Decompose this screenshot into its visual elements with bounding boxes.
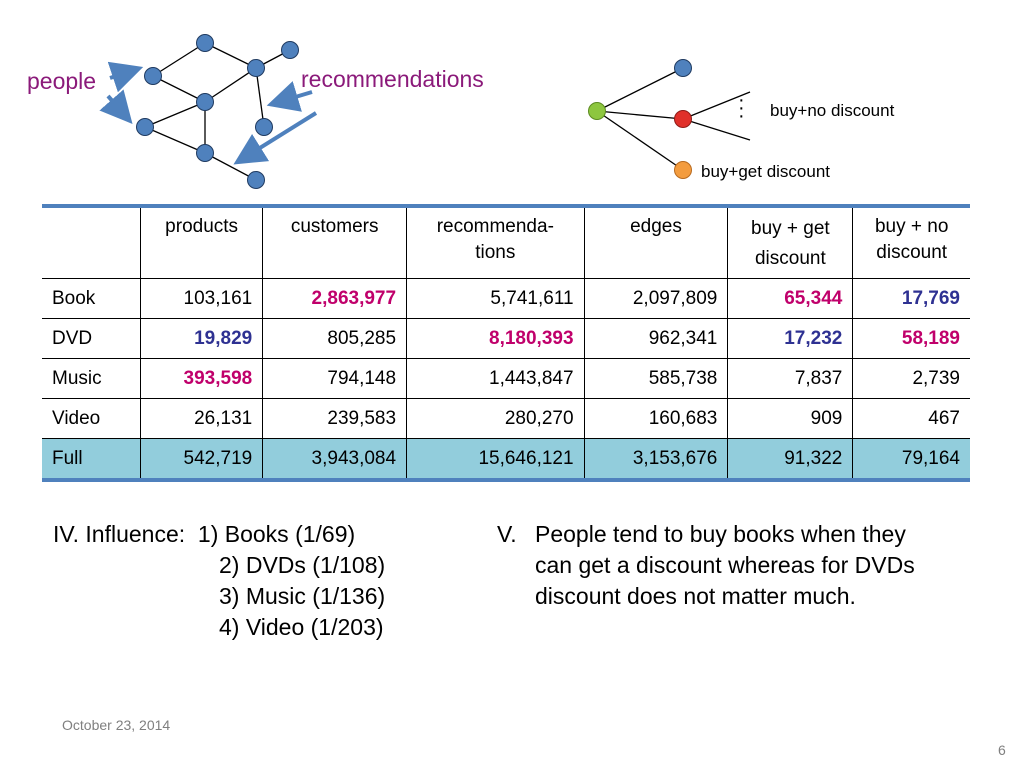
network-diagram bbox=[99, 34, 751, 189]
table-cell: 17,769 bbox=[852, 278, 970, 319]
network-node bbox=[247, 59, 265, 77]
influence-list: IV. Influence: 1) Books (1/69) 2) DVDs (… bbox=[53, 519, 385, 643]
network-node bbox=[247, 171, 265, 189]
network-node bbox=[281, 41, 299, 59]
table-cell: 467 bbox=[852, 398, 970, 439]
header-edges: edges bbox=[583, 206, 728, 279]
row-label: Full bbox=[42, 438, 141, 480]
buy-no-discount-label: buy+no discount bbox=[770, 101, 895, 120]
network-node bbox=[255, 118, 273, 136]
table-cell: 1,443,847 bbox=[406, 358, 585, 399]
row-label: DVD bbox=[42, 318, 141, 359]
influence-item: 2) DVDs (1/108) bbox=[219, 552, 386, 578]
table-cell: 79,164 bbox=[852, 438, 970, 480]
header-customers: customers bbox=[262, 206, 407, 279]
tree-node-red bbox=[674, 110, 692, 128]
table-cell: 805,285 bbox=[262, 318, 407, 359]
row-label: Music bbox=[42, 358, 141, 399]
row-label: Book bbox=[42, 278, 141, 319]
list-item: 4) Video (1/203) bbox=[53, 612, 385, 643]
tree-node-top bbox=[674, 59, 692, 77]
table-cell: 280,270 bbox=[406, 398, 585, 439]
dataset-stats-table: products customers recommenda- tions edg… bbox=[42, 204, 970, 482]
ellipsis-vertical-icon: · · · bbox=[738, 89, 745, 127]
conclusion-text: V. People tend to buy books when they can… bbox=[497, 519, 997, 612]
table-cell: 909 bbox=[727, 398, 853, 439]
network-node bbox=[196, 34, 214, 52]
table-cell: 794,148 bbox=[262, 358, 407, 399]
arrow-people-1 bbox=[107, 61, 144, 93]
table-cell: 17,232 bbox=[727, 318, 853, 359]
conclusion-line: V. People tend to buy books when they bbox=[497, 519, 997, 550]
network-nodes bbox=[136, 34, 299, 189]
tree-root-green bbox=[588, 102, 606, 120]
table-cell: 2,097,809 bbox=[583, 278, 728, 319]
network-arrows bbox=[99, 61, 318, 165]
table-row: Book 103,161 2,863,977 5,741,611 2,097,8… bbox=[42, 278, 970, 319]
header-cell-empty bbox=[42, 206, 141, 279]
recommendations-label: recommendations bbox=[301, 66, 484, 92]
network-node bbox=[136, 118, 154, 136]
arrow-reco-1 bbox=[266, 81, 313, 112]
conclusion-number: V. bbox=[497, 521, 517, 547]
list-item: 2) DVDs (1/108) bbox=[53, 550, 385, 581]
conclusion-line: discount does not matter much. bbox=[535, 583, 856, 609]
table-cell: 65,344 bbox=[727, 278, 853, 319]
table-row: DVD 19,829 805,285 8,180,393 962,341 17,… bbox=[42, 318, 970, 359]
header-buy-get-discount: buy + get discount bbox=[727, 206, 853, 279]
people-label: people bbox=[27, 68, 97, 94]
network-node bbox=[144, 67, 162, 85]
table-cell: 103,161 bbox=[139, 278, 263, 319]
table-cell: 393,598 bbox=[139, 358, 263, 399]
table-cell: 2,739 bbox=[852, 358, 970, 399]
influence-item: 4) Video (1/203) bbox=[219, 614, 384, 640]
tree-edges bbox=[596, 67, 751, 171]
table-cell: 2,863,977 bbox=[262, 278, 407, 319]
table-cell: 3,153,676 bbox=[583, 438, 728, 480]
network-node bbox=[196, 144, 214, 162]
arrow-people-2 bbox=[99, 89, 133, 125]
table-cell: 962,341 bbox=[583, 318, 728, 359]
header-products: products bbox=[139, 206, 263, 279]
header-recommendations: recommenda- tions bbox=[406, 206, 585, 279]
table-row: Music 393,598 794,148 1,443,847 585,738 … bbox=[42, 358, 970, 399]
buy-get-discount-label: buy+get discount bbox=[701, 162, 831, 181]
arrow-reco-2 bbox=[233, 111, 318, 165]
network-node bbox=[196, 93, 214, 111]
list-item: IV. Influence: 1) Books (1/69) bbox=[53, 519, 385, 550]
table-row-total: Full 542,719 3,943,084 15,646,121 3,153,… bbox=[42, 438, 970, 480]
table-cell: 542,719 bbox=[139, 438, 263, 480]
page-number: 6 bbox=[998, 742, 1006, 758]
table-cell: 160,683 bbox=[583, 398, 728, 439]
table-cell: 3,943,084 bbox=[262, 438, 407, 480]
conclusion-line: can get a discount whereas for DVDs bbox=[535, 552, 915, 578]
conclusion-line-text: People tend to buy books when they bbox=[535, 521, 906, 547]
footer-date: October 23, 2014 bbox=[62, 717, 171, 733]
table-cell: 8,180,393 bbox=[406, 318, 585, 359]
table-cell: 19,829 bbox=[139, 318, 263, 359]
table-cell: 26,131 bbox=[139, 398, 263, 439]
header-buy-no-discount: buy + no discount bbox=[852, 206, 970, 279]
table-cell: 5,741,611 bbox=[406, 278, 585, 319]
influence-item: 1) Books (1/69) bbox=[197, 521, 356, 547]
influence-prefix: IV. Influence: bbox=[53, 521, 198, 547]
row-label: Video bbox=[42, 398, 141, 439]
table-header-row: products customers recommenda- tions edg… bbox=[42, 206, 970, 279]
table-row: Video 26,131 239,583 280,270 160,683 909… bbox=[42, 398, 970, 439]
network-edges bbox=[144, 42, 291, 181]
table-cell: 239,583 bbox=[262, 398, 407, 439]
table-cell: 7,837 bbox=[727, 358, 853, 399]
table-cell: 91,322 bbox=[727, 438, 853, 480]
table-cell: 58,189 bbox=[852, 318, 970, 359]
influence-item: 3) Music (1/136) bbox=[219, 583, 386, 609]
tree-node-orange bbox=[674, 161, 692, 179]
list-item: 3) Music (1/136) bbox=[53, 581, 385, 612]
table-cell: 585,738 bbox=[583, 358, 728, 399]
table-cell: 15,646,121 bbox=[406, 438, 585, 480]
